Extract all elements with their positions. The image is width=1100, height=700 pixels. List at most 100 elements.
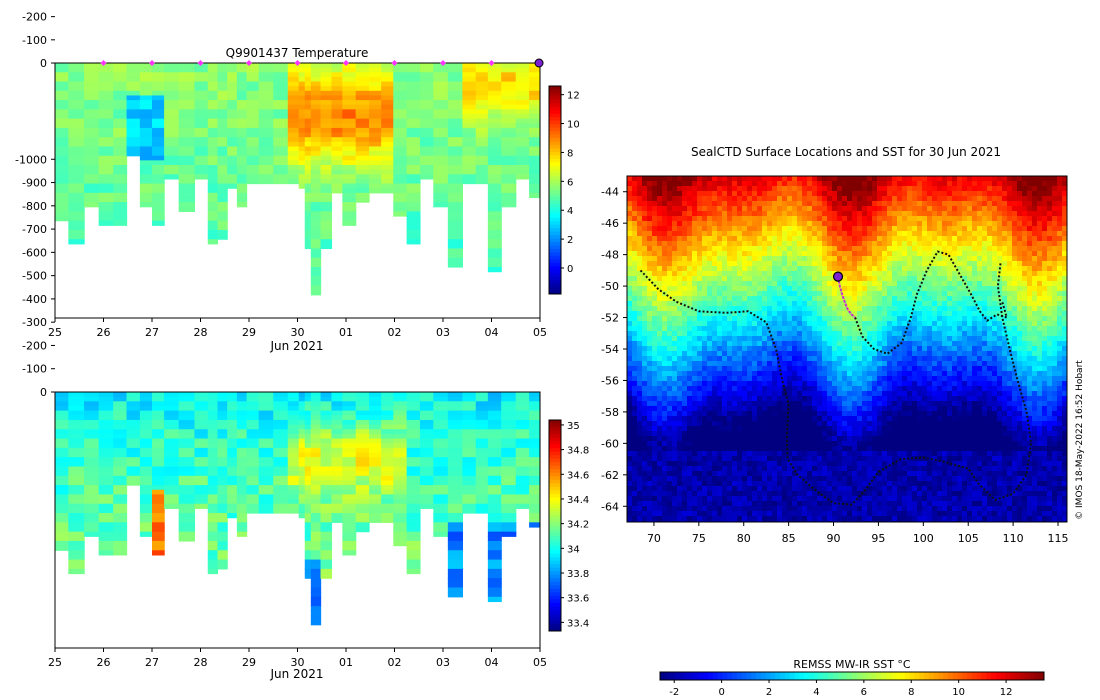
sst-cell (787, 256, 793, 262)
heatmap-cell (139, 151, 153, 157)
sst-cell (912, 186, 918, 192)
y-tick-label: 0 (40, 386, 47, 399)
heatmap-cell (475, 457, 489, 463)
sst-cell (932, 291, 938, 297)
colorbar-segment (549, 441, 561, 446)
heatmap-cell (126, 447, 141, 454)
sst-cell (962, 181, 968, 187)
heatmap-cell (342, 433, 357, 440)
heatmap-cell (298, 155, 306, 161)
heatmap-cell (178, 392, 196, 398)
heatmap-cell (298, 100, 306, 106)
heatmap-cell (84, 489, 100, 495)
heatmap-cell (84, 95, 100, 101)
heatmap-cell (164, 499, 180, 505)
sst-cell (882, 291, 888, 297)
heatmap-cell (139, 137, 153, 143)
heatmap-cell (331, 517, 343, 523)
heatmap-cell (487, 178, 502, 185)
heatmap-cell (447, 248, 463, 254)
sst-cell (797, 296, 803, 302)
heatmap-cell (487, 225, 502, 231)
sst-cell (637, 296, 643, 302)
heatmap-cell (217, 457, 228, 463)
heatmap-cell (55, 419, 69, 426)
heatmap-cell (258, 160, 274, 166)
sst-cell (727, 216, 733, 222)
heatmap-cell (515, 424, 530, 430)
heatmap-cell (310, 415, 322, 421)
sst-cell (627, 256, 633, 262)
sst-cell (747, 266, 753, 272)
sst-cell (637, 226, 643, 232)
heatmap-cell (273, 81, 289, 87)
sst-cell (1002, 286, 1008, 292)
heatmap-cell (126, 419, 141, 426)
sst-cell (1022, 221, 1028, 227)
sst-cell (992, 181, 998, 187)
heatmap-cell (381, 160, 394, 166)
heatmap-cell (287, 410, 300, 416)
sst-cell (977, 286, 983, 292)
sst-cell (922, 226, 928, 232)
sst-cell (682, 176, 688, 182)
sst-cell (1012, 256, 1018, 262)
sst-cell (732, 206, 738, 212)
heatmap-cell (55, 146, 69, 152)
heatmap-cell (273, 461, 289, 468)
sst-cell (897, 276, 903, 282)
sst-cell (672, 241, 678, 247)
sst-cell (747, 211, 753, 217)
heatmap-cell (501, 127, 517, 134)
heatmap-cell (98, 392, 114, 398)
sst-cell (892, 266, 898, 272)
sst-cell (987, 196, 993, 202)
heatmap-cell (227, 508, 238, 514)
heatmap-cell (207, 489, 219, 495)
sst-cell (867, 236, 873, 242)
heatmap-cell (113, 429, 128, 435)
heatmap-cell (515, 494, 530, 500)
sst-cell (702, 291, 708, 297)
sst-cell (852, 201, 858, 207)
sst-cell (887, 191, 893, 197)
heatmap-cell (258, 146, 274, 152)
heatmap-cell (217, 513, 228, 519)
heatmap-cell (227, 174, 238, 180)
sst-cell (672, 296, 678, 302)
heatmap-cell (304, 206, 312, 212)
heatmap-cell (447, 132, 463, 138)
heatmap-cell (298, 410, 306, 416)
sst-cell (882, 296, 888, 302)
heatmap-cell (487, 536, 502, 542)
heatmap-cell (501, 165, 517, 171)
heatmap-cell (227, 137, 238, 143)
heatmap-cell (393, 118, 408, 124)
heatmap-cell (381, 76, 394, 83)
heatmap-cell (55, 443, 69, 449)
heatmap-cell (355, 447, 370, 454)
heatmap-cell (164, 457, 180, 463)
sst-cell (812, 251, 818, 257)
heatmap-cell (393, 461, 408, 468)
heatmap-cell (320, 132, 333, 138)
sst-cell (822, 216, 828, 222)
sst-cell (992, 186, 998, 192)
heatmap-cell (406, 100, 421, 106)
sst-cell (797, 236, 803, 242)
heatmap-cell (331, 86, 343, 92)
sst-cell (842, 246, 848, 252)
sst-cell (672, 196, 678, 202)
sst-cell (952, 281, 958, 287)
sst-cell (722, 211, 728, 217)
sst-cell (967, 221, 973, 227)
sst-cell (667, 256, 673, 262)
heatmap-cell (227, 169, 238, 175)
heatmap-cell (217, 396, 228, 402)
heatmap-cell (369, 480, 382, 486)
heatmap-cell (529, 178, 540, 185)
heatmap-cell (475, 447, 489, 454)
sst-cell (1052, 241, 1058, 247)
sst-cell (957, 221, 963, 227)
heatmap-cell (331, 485, 343, 491)
